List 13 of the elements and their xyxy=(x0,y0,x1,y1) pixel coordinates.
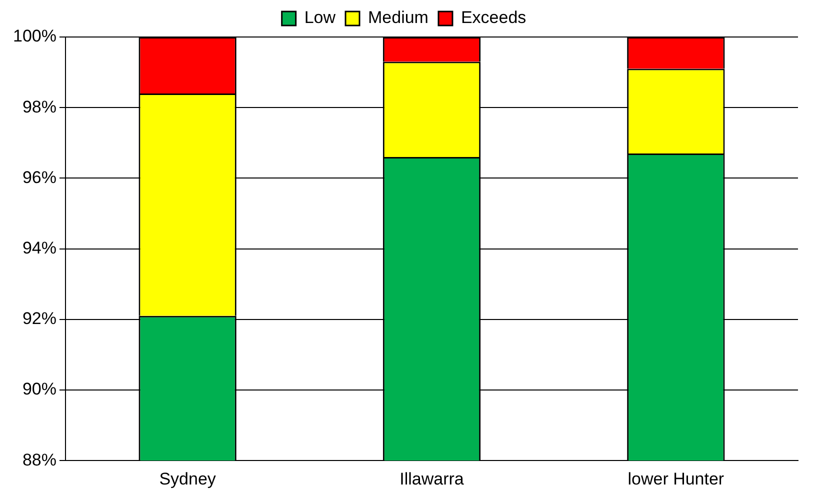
x-tick-label: Sydney xyxy=(159,469,216,488)
y-tick-label: 92% xyxy=(22,309,56,328)
x-tick-label: Illawarra xyxy=(400,469,464,488)
x-tick-label: lower Hunter xyxy=(628,469,724,488)
y-tick-label: 90% xyxy=(22,380,56,399)
y-tick-label: 98% xyxy=(22,97,56,116)
legend-label: Low xyxy=(304,8,336,28)
y-tick-label: 100% xyxy=(12,26,56,46)
y-tick-label: 88% xyxy=(22,450,56,470)
y-tick-label: 94% xyxy=(22,238,56,258)
legend-label: Medium xyxy=(368,8,428,28)
legend-label: Exceeds xyxy=(460,8,526,28)
y-tick-label: 96% xyxy=(22,168,56,187)
